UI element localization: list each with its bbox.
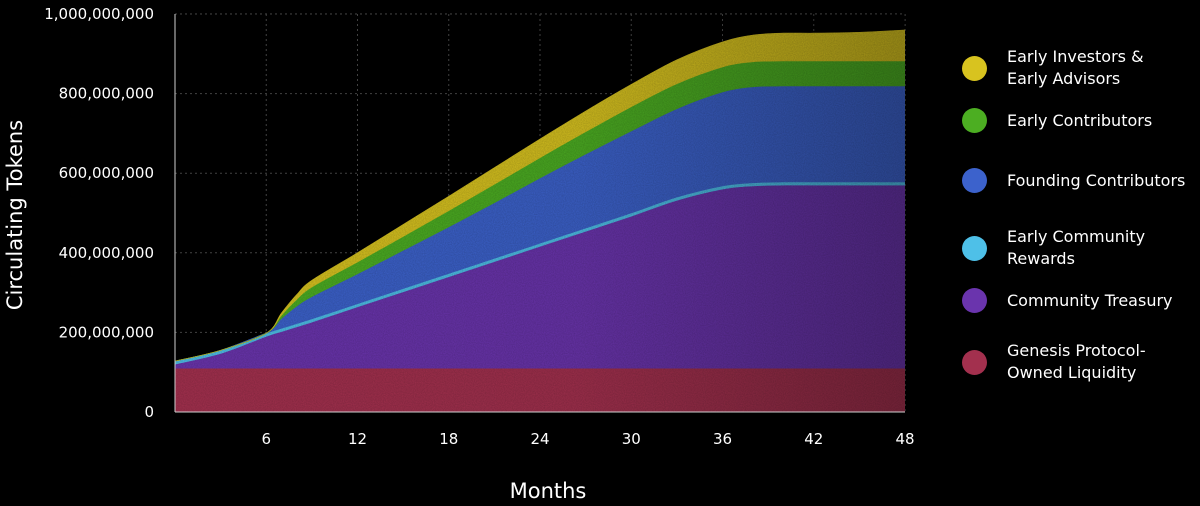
x-axis-title: Months [510, 479, 587, 503]
y-tick-label: 600,000,000 [59, 164, 154, 182]
legend-swatch [962, 288, 987, 313]
y-tick-label: 0 [144, 403, 154, 421]
x-tick-label: 18 [439, 430, 458, 448]
y-axis-title: Circulating Tokens [3, 120, 27, 310]
legend-item: Genesis Protocol- Owned Liquidity [962, 340, 1146, 384]
x-tick-label: 12 [348, 430, 367, 448]
x-tick-label: 30 [622, 430, 641, 448]
legend-label: Early Community Rewards [1007, 227, 1146, 268]
legend-item: Founding Contributors [962, 168, 1185, 193]
y-tick-label: 1,000,000,000 [44, 5, 154, 23]
x-tick-label: 6 [261, 430, 271, 448]
legend-item: Early Investors & Early Advisors [962, 46, 1144, 90]
legend-item: Early Community Rewards [962, 226, 1145, 270]
legend-swatch [962, 108, 987, 133]
legend-swatch [962, 55, 987, 81]
legend-swatch [962, 168, 987, 193]
legend-label: Early Contributors [1007, 110, 1153, 130]
x-tick-label: 42 [804, 430, 823, 448]
legend-label: Genesis Protocol- Owned Liquidity [1007, 341, 1146, 382]
stacked-areas [175, 14, 905, 412]
y-tick-label: 200,000,000 [59, 323, 154, 341]
y-tick-label: 800,000,000 [59, 85, 154, 103]
legend-item: Early Contributors [962, 108, 1152, 133]
y-tick-label: 400,000,000 [59, 244, 154, 262]
legend-swatch [962, 235, 987, 261]
x-tick-label: 36 [713, 430, 732, 448]
legend-label: Founding Contributors [1007, 170, 1186, 190]
legend-item: Community Treasury [962, 288, 1173, 313]
x-tick-label: 24 [530, 430, 549, 448]
legend-swatch [962, 349, 987, 375]
area-grain [175, 14, 905, 412]
legend-label: Early Investors & Early Advisors [1007, 47, 1144, 88]
legend-label: Community Treasury [1007, 290, 1173, 310]
x-tick-label: 48 [895, 430, 914, 448]
